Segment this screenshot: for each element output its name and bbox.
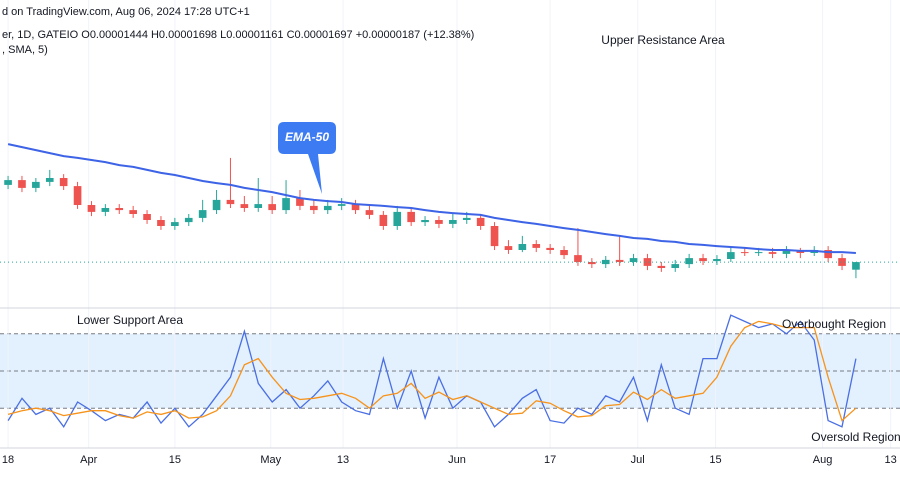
source-line: d on TradingView.com, Aug 06, 2024 17:28… [2,6,250,18]
candle-body [254,204,263,208]
candle-body [198,210,207,218]
x-tick-label: 15 [169,454,181,466]
candle-body [727,252,735,259]
candle-body [852,262,860,270]
oscillator-line [7,320,857,422]
candle-body [449,220,457,224]
candle-body [296,198,304,206]
candle-body [601,259,610,265]
candle-body [574,255,582,262]
oscillator-line [7,314,857,428]
candle-body [268,204,276,211]
candle-body [560,250,568,256]
plot [0,143,900,428]
candle-body [699,258,707,262]
candle-body [740,252,749,254]
indicator-line: , SMA, 5) [2,44,48,56]
candle-body [782,250,791,254]
candle-body [4,180,12,185]
x-tick-label: Aug [813,454,833,466]
grid [0,0,900,448]
candle-body [87,205,96,212]
candle-body [240,204,249,208]
candle-body [379,214,388,226]
annotation: Overbought Region [782,317,886,331]
ema-callout: EMA-50 [278,122,336,194]
candle-body [365,210,374,215]
candle-body [157,220,165,226]
candle-body [32,181,40,188]
candle-body [282,198,290,211]
x-tick-label: 17 [544,454,556,466]
callout-label: EMA-50 [285,130,329,144]
candle-body [143,214,151,220]
candle-body [351,204,360,211]
candle-body [754,252,763,254]
candle-body [171,222,179,226]
candle-body [629,258,638,262]
candle-body [824,250,832,259]
candle-body [184,217,193,223]
callout-box [278,122,336,194]
candle-body [435,220,443,224]
x-tick-label: 15 [709,454,721,466]
candle-body [310,205,318,211]
candle-body [643,258,652,266]
candle-body [685,258,693,265]
candle-body [838,258,846,266]
candle-body [476,217,485,226]
ema-line [7,143,856,254]
candle-body [393,211,402,226]
candle-body [73,186,82,205]
candle-body [407,211,415,223]
x-tick-label: Jul [631,454,645,466]
candle-body [796,250,805,253]
candle-body [45,178,54,182]
candle-body [59,178,68,187]
candle-body [532,244,541,248]
candle-body [671,264,680,268]
candle-body [504,246,513,250]
x-tick-label: 13 [337,454,349,466]
candle-body [490,226,499,247]
x-tick-label: 18 [2,454,14,466]
annotation: Lower Support Area [77,313,183,327]
candle-body [657,265,666,268]
candle-body [768,252,777,254]
candle-body [323,205,332,211]
x-tick-label: Apr [80,454,97,466]
candle-body [226,199,235,205]
x-tick-label: Jun [448,454,466,466]
candle-body [212,199,221,211]
candle-body [462,217,471,220]
candle-body [588,262,596,265]
symbol-line: er, 1D, GATEIO O0.00001444 H0.00001698 L… [2,29,474,41]
candle-body [615,259,624,262]
annotation: Upper Resistance Area [601,33,725,47]
candle-body [115,208,124,211]
x-tick-label: 13 [885,454,897,466]
candle-body [129,210,137,214]
annotation: Oversold Region [811,430,900,444]
candle-body [713,259,721,262]
candle-body [337,204,346,206]
candle-body [101,208,110,212]
candle-body [546,247,554,250]
candle-body [518,244,527,250]
candle-body [421,220,429,223]
candle-body [18,180,26,188]
x-tick-label: May [260,454,281,466]
